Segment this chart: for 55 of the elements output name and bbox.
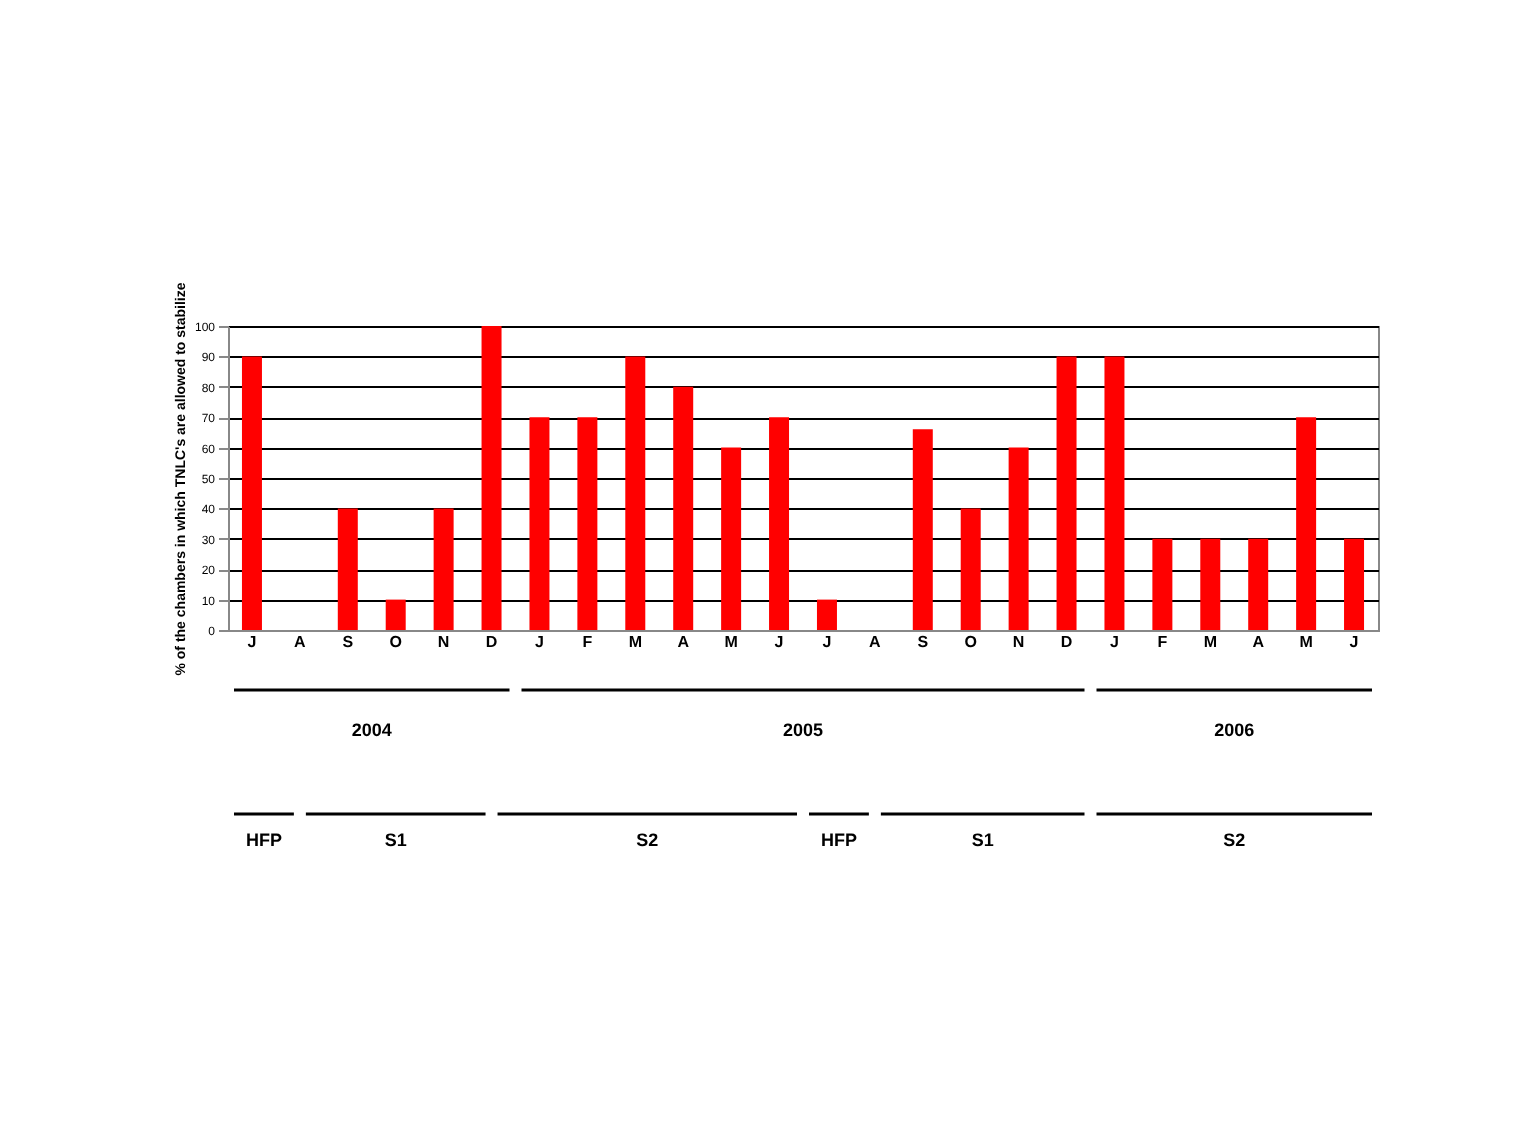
x-tick-label: S [917,633,930,651]
bar [1296,417,1317,630]
bar [912,429,933,630]
text: S1 [971,830,994,850]
x-tick-label: A [869,633,882,651]
bar [1200,538,1221,630]
text: HFP [820,830,857,850]
x-tick-label: F [582,633,593,651]
bar [960,508,981,630]
bar [1152,538,1173,630]
text: S1 [384,830,407,850]
x-tick-label: A [1252,633,1265,651]
bar [337,508,358,630]
bar [673,386,694,630]
bar [625,356,646,630]
x-tick-label: A [294,633,307,651]
bar [241,356,262,630]
bar [769,417,790,630]
x-tick-label: M [724,633,739,651]
x-tick-label: J [1349,633,1359,651]
x-tick-label: N [1012,633,1025,651]
x-tick-label: A [677,633,690,651]
x-tick-label: D [1060,633,1073,651]
bar [816,599,837,630]
bar [721,447,742,630]
x-tick-label: J [1110,633,1119,651]
bar [433,508,454,630]
bar [481,326,502,630]
x-tick-label: S [342,633,355,651]
text: 2005 [782,720,824,740]
x-tick-label: O [389,633,402,651]
x-tick-label: D [485,633,498,651]
bar [1248,538,1269,630]
x-tick-label: J [247,633,257,651]
x-tick-label: M [1203,633,1218,651]
bar [1056,356,1077,630]
x-tick-label: O [964,633,977,651]
text: S2 [636,830,659,850]
bar [577,417,598,630]
x-tick-label: J [774,633,784,651]
x-tick-label: F [1157,633,1168,651]
x-tick-label: M [628,633,643,651]
bar [1104,356,1125,630]
bar [1344,538,1365,630]
text: 2004 [351,720,392,740]
x-tick-label: M [1299,633,1314,651]
bar [529,417,550,630]
x-tick-label: N [437,633,450,651]
text: S2 [1223,830,1246,850]
text: HFP [245,830,282,850]
bar [385,599,406,630]
text: 2006 [1214,720,1255,740]
x-tick-label: J [822,633,832,651]
x-tick-label: J [535,633,544,651]
bar [1008,447,1029,630]
